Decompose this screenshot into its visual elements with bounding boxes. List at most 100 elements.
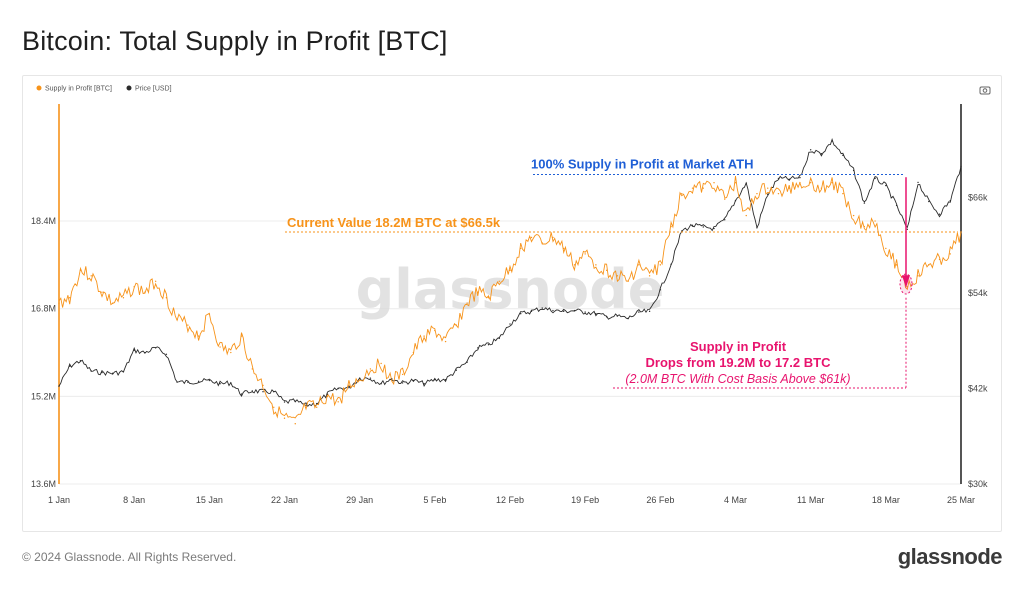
price-point <box>176 381 178 383</box>
supply-point <box>144 291 146 293</box>
price-point <box>799 176 801 179</box>
supply-point <box>133 286 135 288</box>
supply-point <box>520 247 522 250</box>
price-point <box>165 353 168 355</box>
y-left-tick-label: 15.2M <box>31 391 56 401</box>
supply-point <box>949 253 951 255</box>
price-point <box>455 369 458 371</box>
price-point <box>498 337 500 340</box>
y-left-tick-label: 16.8M <box>31 304 56 314</box>
price-point <box>369 377 372 379</box>
price-point <box>380 383 382 385</box>
price-point <box>144 351 146 354</box>
supply-point <box>348 384 350 387</box>
price-point <box>767 193 769 196</box>
camera-icon[interactable] <box>979 86 991 95</box>
supply-point <box>605 269 608 272</box>
price-point <box>466 361 468 363</box>
drop-arrow-head <box>902 275 910 288</box>
price-point <box>219 383 221 385</box>
y-right-tick-label: $66k <box>968 193 988 203</box>
supply-series-line <box>58 175 962 419</box>
y-right-tick-label: $42k <box>968 384 988 394</box>
price-point <box>573 309 576 312</box>
supply-point <box>852 214 855 217</box>
y-right-tick-label: $54k <box>968 288 988 298</box>
supply-point <box>477 291 479 293</box>
price-point <box>852 169 855 172</box>
price-point <box>616 315 619 317</box>
x-tick-label: 25 Mar <box>947 495 975 505</box>
price-point <box>895 204 898 207</box>
supply-point <box>917 275 919 277</box>
price-point <box>885 184 887 187</box>
legend-price-label: Price [USD] <box>135 86 172 93</box>
price-point <box>820 153 823 155</box>
supply-point <box>487 297 490 299</box>
price-point <box>509 323 511 325</box>
supply-point <box>197 335 200 337</box>
price-point <box>552 309 554 312</box>
supply-point <box>616 275 619 277</box>
price-point <box>605 316 608 318</box>
price-point <box>122 371 125 373</box>
current-value-annotation: Current Value 18.2M BTC at $66.5k <box>287 215 501 230</box>
price-point <box>487 344 490 346</box>
legend-supply-swatch <box>36 85 42 91</box>
price-point <box>58 385 60 387</box>
price-point <box>111 372 114 375</box>
price-point <box>917 181 919 184</box>
supply-point <box>756 192 758 195</box>
supply-point <box>208 313 211 315</box>
price-point <box>133 349 135 352</box>
supply-point <box>659 264 662 266</box>
supply-point <box>724 198 726 200</box>
supply-point <box>509 269 511 272</box>
price-point <box>874 177 876 180</box>
x-tick-label: 15 Jan <box>196 495 223 505</box>
price-point <box>423 383 425 385</box>
supply-point <box>691 187 694 189</box>
supply-point <box>552 236 554 239</box>
price-point <box>724 219 726 221</box>
price-point <box>326 393 329 395</box>
supply-point <box>283 417 286 419</box>
price-point <box>262 390 264 393</box>
price-point <box>208 379 211 382</box>
supply-point <box>412 351 415 354</box>
supply-point <box>831 181 833 184</box>
supply-point <box>820 187 823 189</box>
price-point <box>863 202 866 204</box>
price-point <box>391 378 393 380</box>
x-tick-label: 5 Feb <box>423 495 446 505</box>
price-point <box>316 402 318 405</box>
supply-point <box>938 258 941 261</box>
price-point <box>230 382 232 384</box>
legend-supply-label: Supply in Profit [BTC] <box>45 86 112 93</box>
price-point <box>305 404 307 406</box>
price-point <box>348 387 350 389</box>
price-point <box>154 347 157 349</box>
price-point <box>358 377 361 379</box>
supply-point <box>79 269 82 272</box>
supply-point <box>305 406 307 409</box>
supply-point <box>799 181 801 184</box>
price-point <box>283 401 286 403</box>
price-point <box>444 379 447 381</box>
price-point <box>949 199 951 202</box>
supply-point <box>541 242 543 244</box>
price-point <box>777 177 780 180</box>
supply-point <box>895 264 898 266</box>
price-point <box>960 165 962 168</box>
price-point <box>530 310 533 313</box>
supply-point <box>713 181 715 184</box>
supply-point <box>584 253 586 255</box>
drop-annotation-note: (2.0M BTC With Cost Basis Above $61k) <box>625 372 850 386</box>
price-point <box>831 140 833 142</box>
supply-point <box>444 340 447 343</box>
price-point <box>240 393 243 395</box>
supply-point <box>767 187 769 189</box>
price-point <box>713 227 715 230</box>
supply-point <box>380 362 382 365</box>
price-point <box>412 379 415 382</box>
